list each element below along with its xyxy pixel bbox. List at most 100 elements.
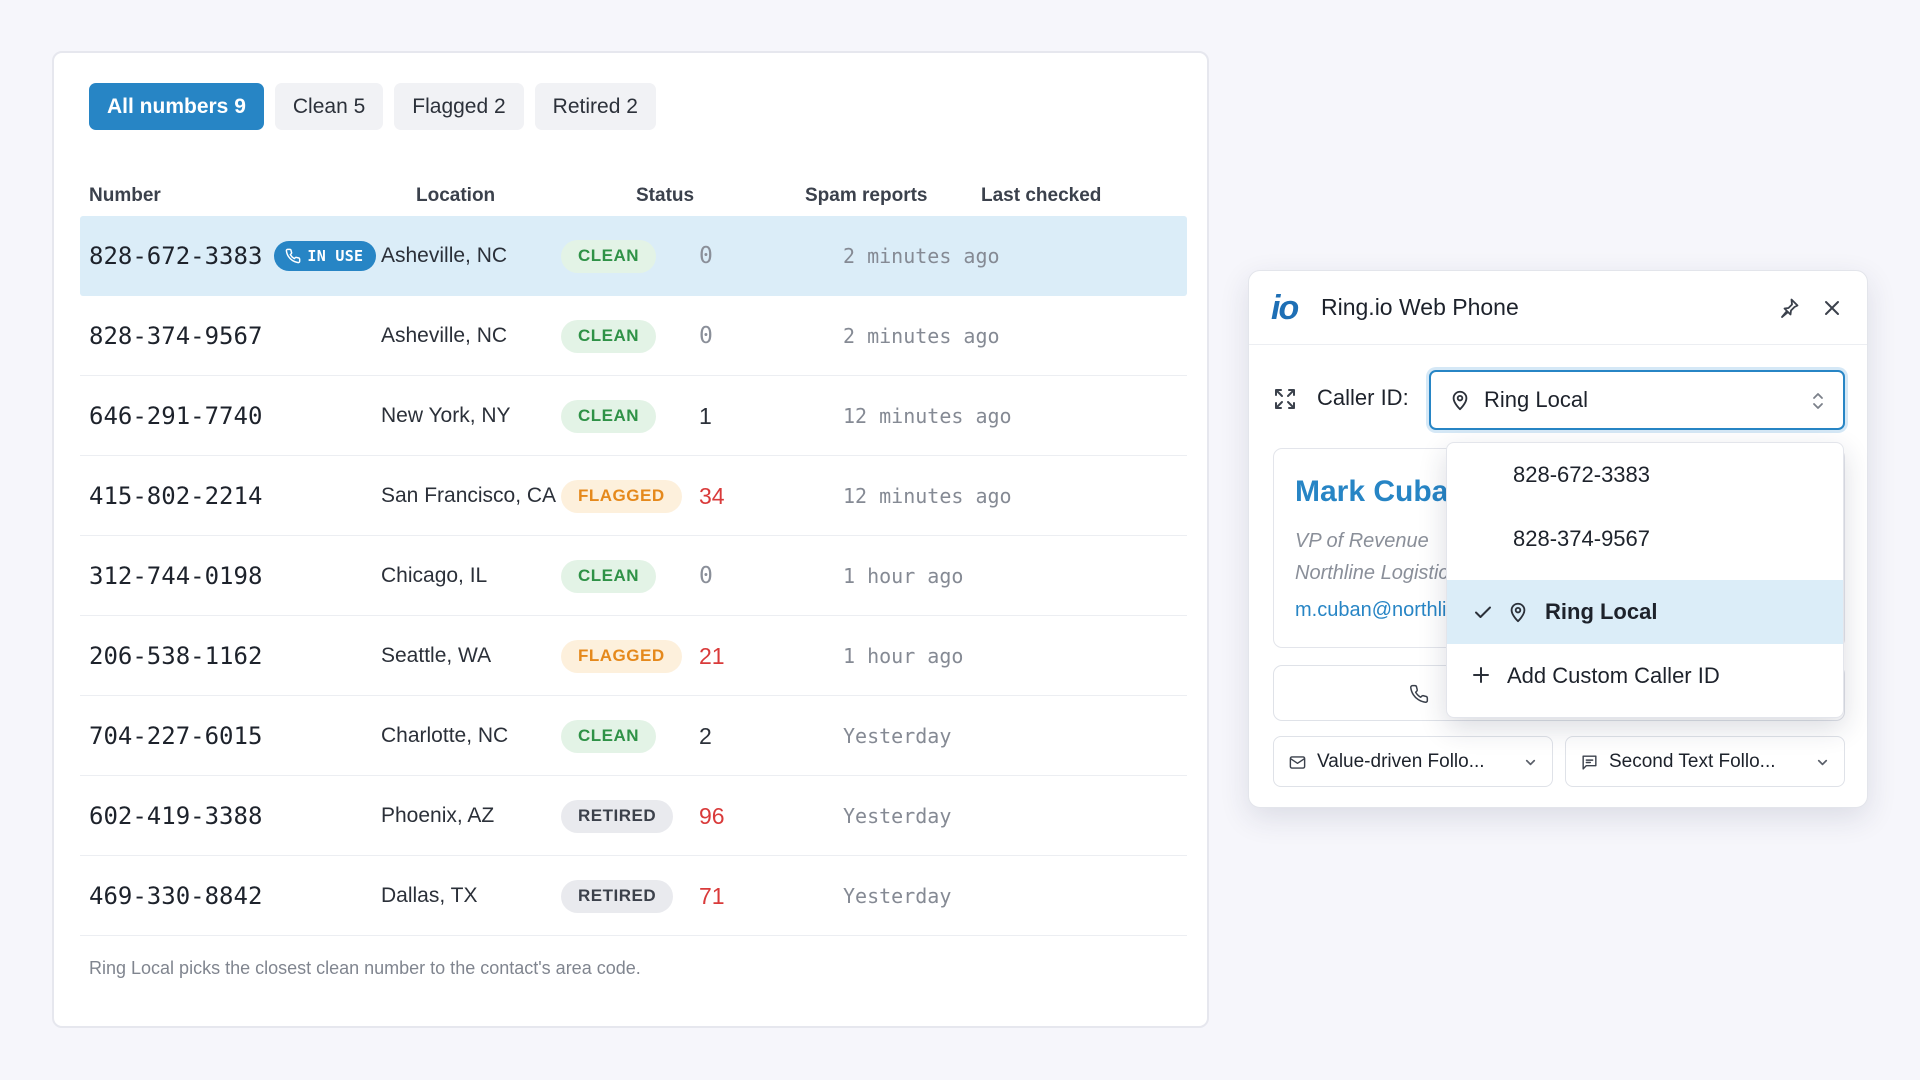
status-badge: CLEAN: [561, 559, 657, 593]
col-status: Status: [636, 185, 695, 206]
expand-icon[interactable]: [1273, 387, 1297, 411]
status-cell: RETIRED: [561, 776, 674, 856]
last-checked-cell: Yesterday: [843, 724, 952, 748]
last-checked-cell: Yesterday: [843, 884, 952, 908]
tab-retired[interactable]: Retired 2: [534, 83, 656, 130]
menu-item-number-1[interactable]: 828-672-3383: [1447, 443, 1843, 507]
phone-number: 415-802-2214: [89, 482, 263, 510]
tab-flagged[interactable]: Flagged 2: [394, 83, 524, 130]
status-cell: CLEAN: [561, 536, 657, 616]
phone-number-cell: 312-744-0198: [89, 536, 262, 616]
table-row[interactable]: 602-419-3388 Phoenix, AZ RETIRED 96 Yesterda…: [80, 776, 1187, 856]
checkmark-icon: [1475, 606, 1491, 618]
last-checked-cell: 12 minutes ago: [843, 404, 1012, 428]
tab-all-numbers[interactable]: All numbers 9: [89, 83, 264, 130]
phone-number-cell: 828-374-9567: [89, 296, 262, 376]
phone-number: 469-330-8842: [89, 882, 263, 910]
location-cell: San Francisco, CA: [381, 484, 557, 507]
table-row[interactable]: 312-744-0198 Chicago, IL CLEAN 0 1 hour ago: [80, 536, 1187, 616]
phone-number-cell: 415-802-2214: [89, 456, 262, 536]
spam-reports-cell: 21: [699, 642, 725, 669]
mail-icon: [1289, 756, 1306, 769]
menu-item-label: 828-374-9567: [1513, 526, 1651, 551]
phone-number-cell: 602-419-3388: [89, 776, 262, 856]
email-template-label: Value-driven Follo...: [1317, 751, 1485, 772]
last-checked-cell: Yesterday: [843, 804, 952, 828]
last-checked-cell: 1 hour ago: [843, 564, 964, 588]
status-badge: RETIRED: [561, 879, 674, 913]
text-template-select[interactable]: Second Text Follo...: [1565, 736, 1845, 787]
chevron-up-down-icon: [1813, 393, 1823, 409]
last-checked-cell: 2 minutes ago: [843, 244, 1000, 268]
pin-icon[interactable]: [1777, 296, 1801, 320]
in-use-label: IN USE: [307, 247, 364, 265]
phone-number: 206-538-1162: [89, 642, 263, 670]
table-row[interactable]: 469-330-8842 Dallas, TX RETIRED 71 Yesterday: [80, 856, 1187, 936]
menu-item-ring-local[interactable]: Ring Local: [1447, 580, 1843, 644]
location-pin-icon: [1510, 602, 1526, 623]
status-badge: CLEAN: [561, 319, 657, 353]
location-cell: Seattle, WA: [381, 644, 492, 667]
numbers-table: 828-672-3383 IN USE Asheville, NC CLEAN 0 2 m…: [80, 216, 1187, 936]
footnote: Ring Local picks the closest clean numbe…: [89, 958, 641, 978]
phone-number: 828-374-9567: [89, 322, 263, 350]
status-cell: CLEAN: [561, 216, 657, 296]
status-badge: RETIRED: [561, 799, 674, 833]
col-last-checked: Last checked: [981, 185, 1102, 206]
table-header: Number Location Status Spam reports Last…: [54, 171, 1207, 221]
phone-number: 602-419-3388: [89, 802, 263, 830]
col-number: Number: [89, 185, 161, 206]
menu-item-label: Add Custom Caller ID: [1507, 663, 1720, 688]
phone-number: 312-744-0198: [89, 562, 263, 590]
phone-number: 704-227-6015: [89, 722, 263, 750]
status-badge: FLAGGED: [561, 479, 682, 513]
location-cell: Charlotte, NC: [381, 724, 509, 747]
phone-title: Ring.io Web Phone: [1321, 294, 1519, 320]
ring-io-logo: io: [1271, 289, 1299, 327]
chevron-down-icon: [1525, 759, 1536, 766]
spam-reports-cell: 71: [699, 882, 725, 909]
tab-clean[interactable]: Clean 5: [274, 83, 384, 130]
caller-id-label: Caller ID:: [1317, 385, 1409, 410]
table-row[interactable]: 415-802-2214 San Francisco, CA FLAGGED 34 12…: [80, 456, 1187, 536]
menu-item-number-2[interactable]: 828-374-9567: [1447, 507, 1843, 571]
location-pin-icon: [1452, 390, 1468, 411]
status-badge: CLEAN: [561, 719, 657, 753]
location-cell: Asheville, NC: [381, 244, 508, 267]
close-icon[interactable]: [1820, 296, 1844, 320]
spam-reports-cell: 0: [699, 323, 713, 349]
phone-icon: [286, 248, 301, 264]
message-icon: [1582, 755, 1597, 770]
email-template-select[interactable]: Value-driven Follo...: [1273, 736, 1553, 787]
last-checked-cell: 1 hour ago: [843, 644, 964, 668]
chevron-down-icon: [1817, 759, 1828, 766]
table-row[interactable]: 206-538-1162 Seattle, WA FLAGGED 21 1 hour a…: [80, 616, 1187, 696]
phone-header: io Ring.io Web Phone: [1249, 271, 1867, 345]
table-row[interactable]: 646-291-7740 New York, NY CLEAN 1 12 minutes…: [80, 376, 1187, 456]
menu-item-label: 828-672-3383: [1513, 462, 1651, 487]
table-row[interactable]: 828-374-9567 Asheville, NC CLEAN 0 2 minutes…: [80, 296, 1187, 376]
status-badge: FLAGGED: [561, 639, 682, 673]
table-row[interactable]: 828-672-3383 IN USE Asheville, NC CLEAN 0 2 m…: [80, 216, 1187, 296]
menu-item-label: Ring Local: [1545, 599, 1658, 624]
phone-number-cell: 206-538-1162: [89, 616, 262, 696]
caller-id-value: Ring Local: [1484, 387, 1588, 412]
status-cell: CLEAN: [561, 696, 657, 776]
col-spam-reports: Spam reports: [805, 185, 928, 206]
menu-item-add-custom[interactable]: Add Custom Caller ID: [1447, 644, 1843, 708]
spam-reports-cell: 96: [699, 802, 725, 829]
phone-number-cell: 469-330-8842: [89, 856, 262, 936]
phone-number-cell: 646-291-7740: [89, 376, 262, 456]
status-cell: CLEAN: [561, 376, 657, 456]
spam-reports-cell: 0: [699, 563, 713, 589]
last-checked-cell: 12 minutes ago: [843, 484, 1012, 508]
contact-name[interactable]: Mark Cuban: [1295, 475, 1467, 508]
numbers-card: All numbers 9 Clean 5 Flagged 2 Retired …: [52, 51, 1209, 1028]
caller-id-select[interactable]: Ring Local: [1429, 370, 1845, 430]
phone-number-cell: 704-227-6015: [89, 696, 262, 776]
text-template-label: Second Text Follo...: [1609, 751, 1776, 772]
status-badge: CLEAN: [561, 239, 657, 273]
table-row[interactable]: 704-227-6015 Charlotte, NC CLEAN 2 Yesterday: [80, 696, 1187, 776]
phone-icon: [1410, 684, 1429, 703]
phone-number: 646-291-7740: [89, 402, 263, 430]
